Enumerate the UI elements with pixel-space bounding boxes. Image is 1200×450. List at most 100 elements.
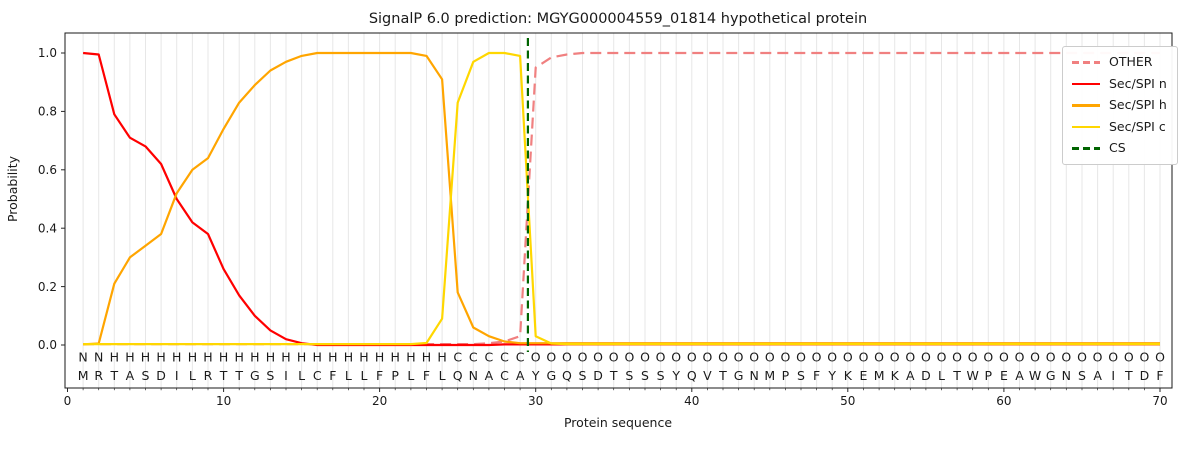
svg-text:A: A [906,368,915,383]
svg-text:Q: Q [687,368,697,383]
svg-text:O: O [1139,350,1149,365]
svg-text:L: L [298,368,305,383]
legend-entry-sec-spi-c: Sec/SPI c [1072,120,1167,134]
svg-text:O: O [1077,350,1087,365]
svg-text:S: S [579,368,587,383]
svg-text:C: C [469,350,478,365]
svg-text:40: 40 [684,394,699,408]
svg-text:R: R [204,368,213,383]
svg-text:O: O [890,350,900,365]
svg-text:0.8: 0.8 [38,105,57,119]
gridlines [82,33,1161,388]
svg-text:O: O [1030,350,1040,365]
svg-text:E: E [860,368,868,383]
svg-text:R: R [94,368,103,383]
x-axis-label: Protein sequence [564,415,672,430]
svg-text:O: O [578,350,588,365]
svg-text:D: D [593,368,603,383]
svg-text:O: O [1093,350,1103,365]
legend-entry-label: Sec/SPI n [1109,75,1167,91]
svg-text:L: L [189,368,196,383]
svg-text:H: H [234,350,243,365]
svg-text:O: O [937,350,947,365]
svg-text:H: H [328,350,337,365]
svg-text:70: 70 [1152,394,1167,408]
svg-text:20: 20 [372,394,387,408]
svg-text:O: O [687,350,697,365]
svg-text:T: T [234,368,243,383]
svg-text:P: P [985,368,993,383]
legend-line-sample [1072,125,1100,128]
legend-line-sample [1072,82,1100,85]
svg-text:T: T [952,368,961,383]
svg-text:T: T [718,368,727,383]
svg-text:V: V [703,368,712,383]
svg-text:K: K [844,368,853,383]
svg-text:O: O [624,350,634,365]
svg-text:A: A [126,368,135,383]
svg-text:0.0: 0.0 [38,338,57,352]
svg-text:O: O [609,350,619,365]
svg-text:Y: Y [671,368,680,383]
svg-text:A: A [1015,368,1024,383]
svg-text:T: T [609,368,618,383]
svg-text:Y: Y [531,368,540,383]
svg-text:O: O [734,350,744,365]
plot-layer: 0 10 20 30 40 50 60 700.00.20.40.60.81.0N N H H H H H… [38,32,1173,408]
svg-text:O: O [718,350,728,365]
svg-text:50: 50 [840,394,855,408]
svg-text:C: C [500,368,509,383]
svg-text:W: W [967,368,979,383]
svg-text:N: N [78,350,87,365]
svg-text:F: F [1156,368,1163,383]
y-axis-ticks: 0.0 0.2 0.4 0.6 0.8 1.0 [38,46,65,352]
legend-entry-label: OTHER [1109,54,1153,69]
svg-text:1.0: 1.0 [38,46,57,60]
svg-text:0.6: 0.6 [38,163,57,177]
svg-text:S: S [797,368,805,383]
svg-text:H: H [188,350,197,365]
svg-text:G: G [1046,368,1056,383]
svg-text:S: S [641,368,649,383]
svg-text:F: F [329,368,336,383]
svg-text:O: O [952,350,962,365]
svg-text:O: O [640,350,650,365]
svg-text:P: P [782,368,790,383]
svg-text:30: 30 [528,394,543,408]
svg-text:O: O [1046,350,1056,365]
svg-text:O: O [531,350,541,365]
svg-text:H: H [375,350,384,365]
series-line-sec-spi-h [83,51,1160,346]
svg-text:L: L [345,368,352,383]
svg-text:D: D [921,368,931,383]
svg-text:H: H [125,350,134,365]
svg-text:H: H [266,350,275,365]
svg-text:H: H [406,350,415,365]
svg-text:O: O [593,350,603,365]
svg-text:L: L [407,368,414,383]
svg-text:L: L [938,368,945,383]
svg-text:H: H [344,350,353,365]
svg-text:H: H [359,350,368,365]
svg-text:I: I [175,368,179,383]
svg-text:H: H [172,350,181,365]
svg-text:0: 0 [64,394,72,408]
svg-text:0.2: 0.2 [38,280,57,294]
svg-text:O: O [1108,350,1118,365]
svg-text:10: 10 [216,394,231,408]
svg-text:I: I [284,368,288,383]
svg-text:N: N [1062,368,1071,383]
svg-text:O: O [546,350,556,365]
svg-text:O: O [827,350,837,365]
svg-text:O: O [1015,350,1025,365]
legend-entry-label: CS [1109,140,1126,155]
svg-text:F: F [423,368,430,383]
legend-line-sample [1072,147,1100,150]
y-axis-label: Probability [5,155,20,222]
svg-text:H: H [390,350,399,365]
svg-text:N: N [94,350,103,365]
svg-text:O: O [1061,350,1071,365]
svg-text:Q: Q [562,368,572,383]
svg-text:T: T [109,368,118,383]
